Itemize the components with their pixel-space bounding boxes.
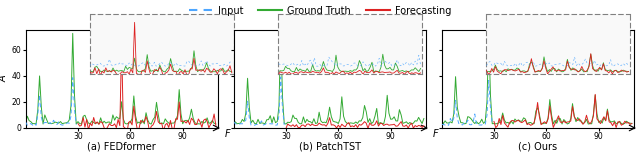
Text: (b) PatchTST: (b) PatchTST [299, 142, 360, 152]
Text: F: F [225, 129, 230, 139]
Text: (a) FEDformer: (a) FEDformer [87, 142, 156, 152]
Y-axis label: A: A [0, 76, 9, 82]
Legend: Input, Ground Truth, Forecasting: Input, Ground Truth, Forecasting [185, 2, 455, 19]
Text: (c) Ours: (c) Ours [518, 142, 557, 152]
Text: F: F [433, 129, 438, 139]
